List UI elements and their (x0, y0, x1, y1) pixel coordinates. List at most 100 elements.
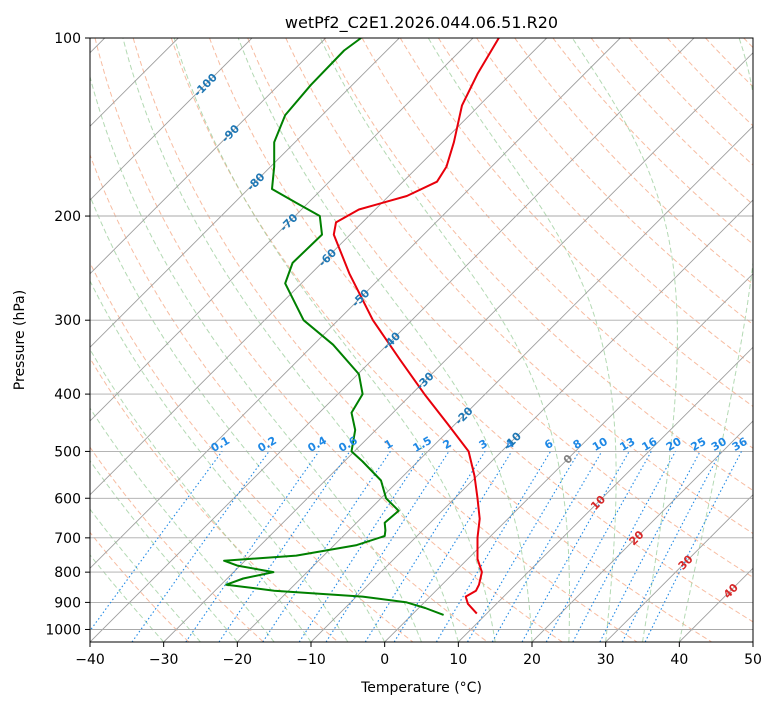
x-axis-label: Temperature (°C) (360, 680, 482, 696)
mixing-ratio-line (644, 451, 742, 642)
x-tick-label: 20 (523, 652, 541, 668)
isotherm-line (90, 38, 400, 348)
y-tick-label: 300 (54, 313, 81, 329)
isotherm-line (90, 38, 474, 422)
isotherm-label: -100 (191, 71, 220, 100)
dry-adiabat (132, 38, 638, 642)
isotherm-line (678, 567, 753, 642)
isotherm-line (310, 199, 753, 642)
isotherm-line (90, 38, 548, 496)
isotherm-line (384, 273, 753, 642)
isotherm-line (90, 38, 621, 569)
moist-adiabat (90, 348, 312, 642)
dry-adiabat (90, 446, 264, 642)
isotherm-label: -20 (452, 404, 475, 427)
plot-frame (89, 37, 754, 643)
moist-adiabat (90, 279, 349, 642)
mixing-ratio-line (435, 451, 552, 642)
dry-adiabat (90, 357, 339, 642)
isotherm-line (90, 38, 327, 275)
isotherm-label: -50 (349, 286, 372, 309)
isotherm-label: 20 (627, 528, 647, 548)
y-tick-label: 700 (54, 531, 81, 547)
mixing-ratio-line (131, 451, 270, 642)
dry-adiabat (170, 38, 712, 642)
dry-adiabat (514, 38, 753, 285)
mixing-ratio-line (90, 451, 223, 632)
dry-adiabat (90, 153, 488, 642)
moist-adiabat (173, 38, 496, 642)
dry-adiabat (628, 38, 753, 166)
mixing-ratio-line (325, 451, 450, 642)
mixing-ratio-line (521, 451, 630, 642)
x-tick-label: 30 (597, 652, 615, 668)
dry-adiabat (667, 38, 753, 127)
y-axis-label: Pressure (hPa) (12, 290, 28, 390)
x-tick-label: 10 (449, 652, 467, 668)
dry-adiabat (90, 531, 190, 642)
dry-adiabat (590, 38, 753, 206)
x-tick-label: −30 (149, 652, 179, 668)
isotherm-line (752, 641, 753, 642)
mixing-ratio-line (467, 451, 580, 642)
x-tick-label: −10 (296, 652, 326, 668)
isotherm-label: 0 (561, 452, 576, 467)
dry-adiabat (90, 261, 414, 642)
moist-adiabat (122, 38, 459, 642)
isotherm-line (457, 346, 753, 642)
isotherm-label: 40 (721, 581, 741, 601)
moist-adiabat (90, 74, 422, 642)
dry-adiabat (209, 38, 753, 623)
mixing-ratio-line (545, 451, 652, 642)
isotherm-label: -70 (277, 211, 300, 234)
dry-adiabat (285, 38, 753, 535)
moist-adiabat (90, 459, 238, 642)
dewpoint-line (223, 38, 444, 616)
mixing-ratio-line (621, 451, 722, 642)
dry-adiabat (437, 38, 753, 366)
x-tick-label: −40 (75, 652, 105, 668)
mixing-ratio-line (262, 451, 391, 642)
isotherm-label: -60 (316, 246, 339, 269)
mixing-ratio-line (572, 451, 676, 642)
mixing-ratio-label: 2 (441, 437, 454, 452)
isotherm-line (605, 494, 753, 642)
dry-adiabat (247, 38, 753, 578)
dry-adiabat (94, 38, 563, 642)
moist-adiabat (678, 38, 753, 642)
y-tick-label: 400 (54, 387, 81, 403)
series-lines (223, 38, 500, 616)
moist-adiabat (571, 38, 678, 642)
y-axis-ticks: 100 200 300 400 500 600 700 800 900 1000 (45, 31, 90, 638)
isotherm-label: 10 (588, 493, 608, 513)
moist-adiabat (319, 38, 570, 642)
mixing-ratio-line (185, 451, 320, 642)
x-axis-ticks: −40 −30 −20 −10 0 10 20 30 40 50 (75, 642, 762, 668)
x-tick-label: 50 (744, 652, 762, 668)
y-tick-label: 600 (54, 491, 81, 507)
y-tick-label: 1000 (45, 622, 81, 638)
isotherm-line (90, 38, 253, 201)
isotherm-line (236, 125, 753, 642)
mixing-ratio-line (218, 451, 351, 642)
x-tick-label: 0 (380, 652, 389, 668)
x-tick-label: 40 (670, 652, 688, 668)
y-tick-label: 100 (54, 31, 81, 47)
mixing-ratio-line (298, 451, 425, 642)
dry-adiabat (705, 38, 753, 88)
mixing-ratio-label: 6 (542, 437, 555, 452)
x-tick-label: −20 (223, 652, 253, 668)
dry-adiabat (399, 38, 753, 408)
isotherm-line (90, 38, 695, 642)
moist-adiabat (237, 38, 533, 642)
moist-adiabat (90, 407, 275, 642)
y-tick-label: 900 (54, 595, 81, 611)
dry-adiabat (552, 38, 753, 245)
isotherm-label: -10 (501, 429, 524, 452)
isotherm-line (531, 420, 753, 642)
chart-title: wetPf2_C2E1.2026.044.06.51.R20 (285, 13, 558, 33)
isotherm-label: -40 (380, 329, 403, 352)
moist-adiabat (427, 38, 617, 642)
mixing-ratio-line (393, 451, 513, 642)
